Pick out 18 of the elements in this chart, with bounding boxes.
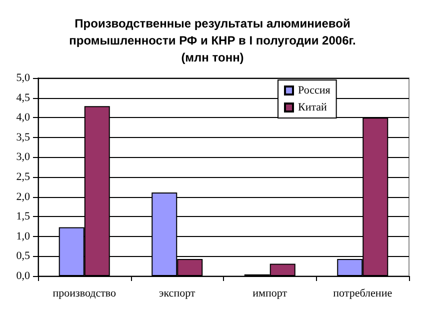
y-tick-label: 0,5 — [16, 250, 30, 262]
y-tick-label: 2,0 — [16, 190, 30, 203]
y-tick-label: 3,5 — [16, 131, 30, 144]
y-tick-label: 1,5 — [16, 210, 30, 223]
y-tick-label: 2,5 — [16, 171, 30, 183]
y-tick-label: 4,0 — [16, 112, 30, 124]
legend-label: Россия — [298, 84, 330, 96]
y-tick-label: 4,5 — [16, 92, 30, 104]
y-tick-label: 3,0 — [16, 151, 30, 164]
chart-title: Производственные результаты алюминиевой промышленности РФ и КНР в I полугодии 2006г. (млн тонн) — [69, 16, 356, 64]
y-tick-label: 1,0 — [16, 230, 30, 242]
x-tick-label: экспорт — [159, 288, 196, 300]
x-tick-label: производство — [52, 288, 117, 300]
y-tick-label: 0,0 — [16, 270, 30, 282]
y-tick-label: 5,0 — [16, 72, 30, 84]
x-tick-label: потребление — [333, 288, 392, 300]
legend-label: Китай — [298, 102, 328, 114]
x-tick-label: импорт — [252, 288, 288, 300]
